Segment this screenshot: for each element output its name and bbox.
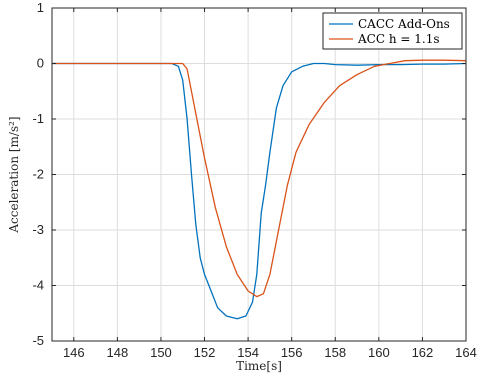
y-tick-label: 0 xyxy=(37,56,44,71)
y-tick-label: -3 xyxy=(32,222,44,237)
chart-legend: CACC Add-Ons ACC h = 1.1s xyxy=(322,12,463,50)
x-tick-label: 150 xyxy=(150,345,172,360)
y-tick-label: -4 xyxy=(32,278,44,293)
x-tick-label: 160 xyxy=(368,345,390,360)
axis-ticks: 146 148 150 152 154 156 158 160 162 164 -5 -4 -3 -2 -1… xyxy=(32,0,476,360)
x-tick-label: 156 xyxy=(281,345,303,360)
x-tick-label: 164 xyxy=(455,345,477,360)
x-tick-label: 158 xyxy=(324,345,346,360)
x-tick-label: 146 xyxy=(63,345,85,360)
legend-label-cacc: CACC Add-Ons xyxy=(358,17,450,31)
legend-label-acc: ACC h = 1.1s xyxy=(357,32,440,46)
legend-box xyxy=(322,12,463,50)
series-line-cacc xyxy=(52,62,467,320)
y-axis-label: Acceleration [m/s²] xyxy=(7,116,21,233)
x-tick-label: 152 xyxy=(194,345,216,360)
plot-series xyxy=(52,59,467,320)
y-tick-label: -5 xyxy=(32,333,44,348)
y-tick-label: 1 xyxy=(37,0,44,15)
y-tick-label: -1 xyxy=(32,111,44,126)
x-tick-label: 154 xyxy=(237,345,259,360)
x-tick-label: 162 xyxy=(412,345,434,360)
x-tick-label: 148 xyxy=(107,345,129,360)
y-tick-label: -2 xyxy=(32,167,44,182)
x-axis-label: Time[s] xyxy=(236,359,282,373)
series-line-acc xyxy=(52,59,467,298)
